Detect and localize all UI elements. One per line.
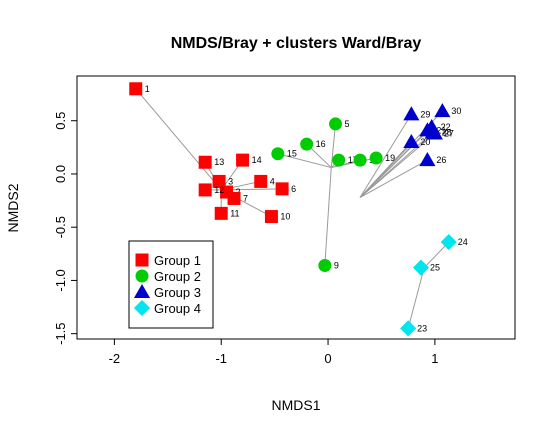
data-point bbox=[424, 124, 441, 139]
point-label: 3 bbox=[228, 176, 233, 186]
data-point bbox=[419, 152, 436, 167]
legend-label: Group 3 bbox=[154, 285, 201, 300]
data-points: 1234671011121314591516171819202122262728… bbox=[129, 82, 468, 337]
point-label: 26 bbox=[436, 155, 446, 165]
x-tick-label: -1 bbox=[215, 351, 227, 366]
data-point bbox=[271, 147, 285, 161]
data-point bbox=[329, 117, 343, 131]
spider-line bbox=[359, 126, 433, 198]
data-point bbox=[198, 155, 212, 169]
spider-line bbox=[135, 88, 222, 191]
legend-label: Group 2 bbox=[154, 269, 201, 284]
x-tick-label: 1 bbox=[431, 351, 438, 366]
legend-label: Group 4 bbox=[154, 301, 201, 316]
point-label: 6 bbox=[291, 184, 296, 194]
data-point bbox=[332, 153, 346, 167]
data-point bbox=[369, 151, 383, 165]
spider-line bbox=[330, 123, 337, 168]
legend-marker bbox=[133, 299, 151, 317]
data-point bbox=[412, 259, 430, 276]
data-point bbox=[227, 191, 241, 205]
point-label: 21 bbox=[436, 125, 446, 135]
y-axis-label: NMDS2 bbox=[5, 183, 21, 232]
x-tick-label: 0 bbox=[324, 351, 331, 366]
point-label: 7 bbox=[243, 193, 248, 203]
plot-frame bbox=[76, 75, 516, 340]
point-label: 29 bbox=[420, 109, 430, 119]
point-label: 24 bbox=[458, 237, 468, 247]
data-point bbox=[440, 234, 457, 251]
data-point bbox=[353, 153, 367, 167]
x-tick-label: -2 bbox=[109, 351, 121, 366]
x-axis-label: NMDS1 bbox=[271, 397, 320, 413]
spider-line bbox=[423, 241, 450, 269]
point-label: 23 bbox=[417, 323, 427, 333]
legend-marker bbox=[135, 253, 149, 267]
point-label: 11 bbox=[230, 208, 239, 218]
data-point bbox=[400, 320, 417, 337]
y-tick-label: 0.0 bbox=[53, 165, 68, 183]
point-label: 27 bbox=[444, 128, 454, 138]
spider-line bbox=[324, 167, 332, 266]
legend-marker bbox=[133, 283, 151, 299]
y-tick-label: -0.5 bbox=[53, 216, 68, 238]
spider-line bbox=[359, 132, 434, 198]
point-label: 15 bbox=[287, 149, 297, 159]
point-label: 1 bbox=[145, 84, 150, 94]
point-label: 25 bbox=[430, 263, 440, 273]
spider-line bbox=[277, 153, 332, 169]
y-tick-label: 0.5 bbox=[53, 112, 68, 130]
point-label: 12 bbox=[214, 185, 224, 195]
point-label: 20 bbox=[420, 137, 430, 147]
data-point bbox=[318, 259, 332, 273]
data-point bbox=[236, 153, 250, 167]
data-point bbox=[300, 137, 314, 151]
y-tick-label: -1.5 bbox=[53, 322, 68, 344]
spider-line bbox=[359, 159, 428, 198]
data-point bbox=[275, 182, 289, 196]
point-label: 30 bbox=[451, 106, 461, 116]
point-label: 19 bbox=[385, 153, 395, 163]
point-label: 10 bbox=[280, 212, 290, 222]
point-label: 22 bbox=[441, 122, 451, 132]
point-label: 9 bbox=[334, 261, 339, 271]
data-point bbox=[198, 183, 212, 197]
y-axis: -1.5 -1.0 -0.5 0.0 0.5 bbox=[53, 112, 77, 345]
point-label: 5 bbox=[345, 119, 350, 129]
data-point bbox=[403, 133, 420, 149]
legend-marker bbox=[135, 269, 149, 283]
data-point bbox=[264, 210, 278, 224]
data-point bbox=[212, 174, 226, 188]
point-label: 28 bbox=[442, 127, 452, 137]
point-label: 16 bbox=[316, 139, 326, 149]
data-point bbox=[434, 103, 451, 118]
chart-title: NMDS/Bray + clusters Ward/Bray bbox=[171, 35, 422, 52]
data-point bbox=[254, 174, 268, 188]
point-label: 17 bbox=[348, 155, 358, 165]
data-point bbox=[129, 82, 143, 96]
point-label: 14 bbox=[252, 155, 262, 165]
legend-label: Group 1 bbox=[154, 253, 201, 268]
spider-line bbox=[407, 267, 425, 329]
x-axis: -2 -1 0 1 bbox=[109, 339, 438, 366]
y-tick-label: -1.0 bbox=[53, 269, 68, 291]
point-label: 4 bbox=[270, 176, 275, 186]
point-label: 13 bbox=[214, 157, 224, 167]
data-point bbox=[403, 106, 420, 121]
spider-line bbox=[359, 114, 412, 198]
data-point bbox=[214, 206, 228, 220]
